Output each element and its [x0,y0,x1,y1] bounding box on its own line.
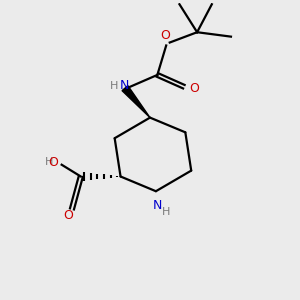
Text: H: H [162,206,171,217]
Text: N: N [153,200,162,212]
Text: O: O [64,209,74,222]
Text: O: O [161,29,170,42]
Text: O: O [48,156,58,169]
Polygon shape [122,86,150,118]
Text: O: O [189,82,199,95]
Text: H: H [44,157,53,167]
Text: H: H [110,81,118,91]
Text: N: N [119,79,129,92]
